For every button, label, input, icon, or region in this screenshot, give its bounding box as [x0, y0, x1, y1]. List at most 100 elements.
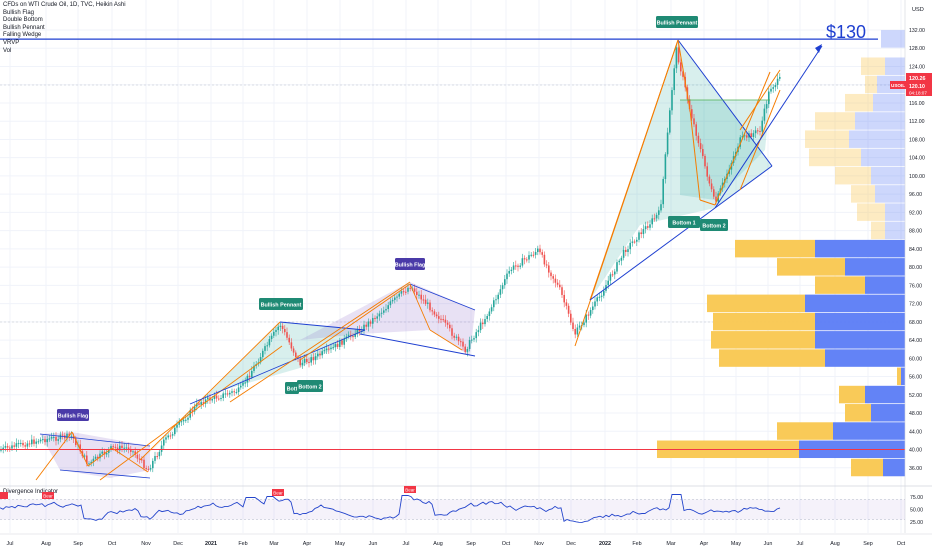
candle-body [44, 439, 46, 443]
candle-body [198, 403, 200, 405]
candle-body [193, 406, 196, 412]
symbol-price: 120.10 [909, 84, 925, 90]
candle-body [339, 340, 341, 348]
candle-body [248, 375, 251, 378]
candle-body [761, 120, 763, 132]
price-tick: 84.00 [909, 247, 922, 253]
flag-1-leg [111, 447, 149, 473]
time-tick: Dec [566, 541, 576, 547]
indicator-double-bottom[interactable]: Double Bottom [3, 17, 43, 24]
candle-body [530, 254, 532, 256]
candle-body [640, 232, 642, 235]
candle-body [642, 229, 645, 235]
candle-body [314, 356, 317, 361]
candle-body [213, 395, 216, 400]
candle-body [482, 322, 484, 325]
candle-body [493, 300, 495, 308]
price-tick: 44.00 [909, 429, 922, 435]
double-bottom-leg [689, 109, 701, 201]
osc-name: Divergence Indicator [3, 489, 58, 495]
flag-2-leg [429, 329, 463, 351]
indicator-vol[interactable]: Vol [3, 47, 12, 54]
badge-bullish-flag-2 [395, 258, 425, 270]
candle-body [141, 459, 143, 461]
candle-body [187, 417, 189, 420]
pennant-2-lower-2 [714, 165, 773, 209]
candle-body [2, 447, 4, 450]
candle-body [343, 338, 345, 345]
time-tick: Jul [797, 541, 804, 547]
vp-bar-up [851, 185, 875, 203]
badge-bullish-flag-1 [57, 409, 89, 421]
candle-body [154, 456, 156, 461]
candle-body [312, 357, 315, 361]
candle-body [11, 445, 13, 449]
time-tick: Sep [466, 541, 476, 547]
candle-body [497, 294, 499, 300]
candle-body [26, 443, 29, 447]
price-tick: 116.00 [909, 101, 925, 107]
candle-body [123, 447, 125, 449]
candle-body [325, 348, 328, 351]
flag-2-bottom [359, 333, 476, 357]
candle-body [589, 310, 592, 316]
price-tick: 108.00 [909, 137, 925, 143]
candle-body [22, 442, 24, 446]
price-tick: 52.00 [909, 393, 922, 399]
candle-body [268, 339, 271, 346]
indicator-bullish-pennant[interactable]: Bullish Pennant [3, 24, 45, 31]
candle-body [453, 335, 455, 338]
indicator-bullish-flag[interactable]: Bullish Flag [3, 9, 35, 16]
candle-body [669, 110, 671, 133]
projection-line [714, 45, 823, 209]
candle-body [550, 272, 552, 277]
candle-body [603, 290, 605, 296]
candle-body [301, 362, 304, 366]
candle-body [350, 334, 352, 337]
candle-body [431, 310, 433, 312]
flag-1-area [40, 432, 150, 478]
candle-body [35, 441, 37, 444]
candle-body [332, 347, 334, 349]
price-tick: 80.00 [909, 265, 922, 271]
vp-bar-down [833, 422, 905, 440]
candle-body [319, 353, 321, 356]
candle-body [420, 294, 422, 300]
candle-body [539, 248, 541, 253]
pennant-1-area [140, 322, 365, 462]
candle-body [715, 196, 717, 202]
candle-body [277, 326, 279, 331]
candle-body [400, 291, 403, 294]
vp-bar-down [885, 221, 905, 240]
candle-body [354, 333, 356, 337]
price-tick: 124.00 [909, 64, 925, 70]
candle-body [664, 154, 667, 179]
candle-body [484, 319, 486, 325]
candle-body [631, 241, 634, 243]
candle-body [440, 318, 442, 320]
indicator-falling-wedge[interactable]: Falling Wedge [3, 32, 42, 39]
candle-body [242, 382, 244, 386]
candle-body [416, 291, 418, 295]
candle-body [572, 322, 574, 329]
bear-marker-label: Bear [273, 490, 283, 495]
candle-body [57, 439, 59, 441]
candle-body [156, 456, 158, 458]
channel-2-upper [229, 281, 411, 403]
candle-body [112, 446, 114, 448]
osc-line [0, 494, 781, 523]
candle-body [460, 341, 462, 343]
candle-body [594, 301, 596, 307]
flag-2-area [300, 282, 475, 356]
indicator-vrvp[interactable]: VRVP [3, 39, 20, 46]
candle-body [171, 434, 174, 436]
candle-body [50, 436, 53, 439]
vp-bar-up [719, 349, 825, 367]
candle-body [614, 271, 616, 275]
symbol-name: USOIL [891, 83, 905, 88]
candle-body [253, 365, 255, 371]
candle-body [451, 328, 453, 336]
candle-body [295, 352, 297, 358]
candle-body [127, 447, 130, 450]
